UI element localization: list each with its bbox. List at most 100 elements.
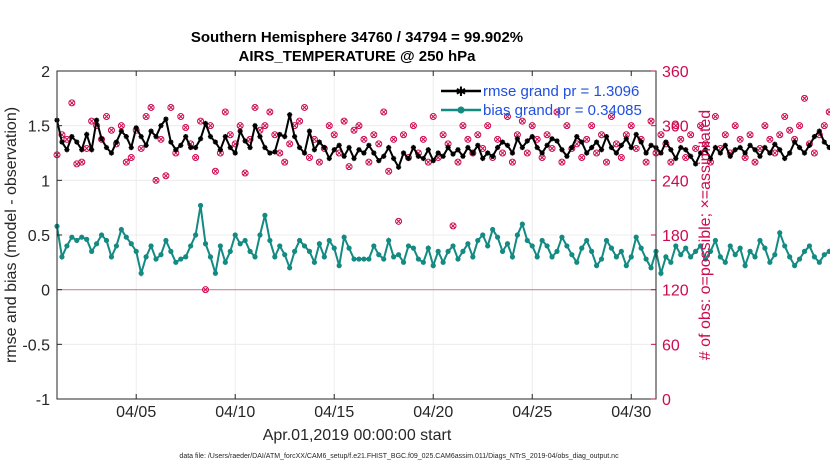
obs-assimilated-point	[801, 95, 808, 101]
bias-point	[237, 241, 243, 247]
obs-possible-point	[721, 131, 729, 139]
obs-possible-point	[766, 135, 774, 143]
bias-point	[450, 243, 456, 249]
bias-point	[465, 241, 471, 247]
rmse-point	[430, 158, 436, 164]
obs-assimilated-point	[752, 159, 758, 165]
obs-possible-point	[657, 131, 665, 139]
rmse-point	[351, 155, 357, 162]
bias-point	[108, 254, 115, 260]
bias-point	[485, 243, 491, 249]
obs-possible-point	[315, 158, 323, 166]
obs-possible-point	[296, 117, 304, 125]
obs-assimilated-point	[128, 155, 134, 161]
obs-assimilated-point	[707, 159, 714, 165]
rmse-point	[395, 164, 402, 170]
rmse-point	[311, 147, 318, 153]
obs-assimilated-point	[683, 155, 689, 161]
obs-possible-point	[632, 144, 640, 152]
rmse-point	[94, 117, 100, 123]
obs-assimilated-point	[198, 118, 204, 124]
bias-point	[683, 245, 689, 251]
rmse-point	[490, 153, 496, 159]
rmse-point	[693, 161, 699, 167]
x-tick-label: 04/15	[314, 404, 354, 421]
rmse-point	[331, 147, 337, 153]
obs-assimilated-point	[460, 123, 466, 129]
rmse-point	[98, 136, 105, 142]
obs-possible-point	[122, 158, 130, 166]
obs-possible-point	[746, 131, 754, 139]
bias-point	[79, 234, 85, 240]
obs-assimilated-point	[64, 136, 70, 142]
y-tick-label: 1.5	[28, 119, 50, 136]
obs-possible-point	[385, 167, 393, 175]
bias-point	[118, 226, 124, 233]
bias-point	[381, 256, 387, 262]
bias-point	[410, 245, 417, 251]
obs-possible-point	[429, 113, 437, 121]
obs-possible-point	[801, 94, 809, 102]
obs-assimilated-point	[673, 123, 679, 129]
rmse-point	[658, 150, 664, 156]
data-file-footnote: data file: /Users/raeder/DAI/ATM_forcXX/…	[179, 453, 619, 460]
y-tick-label: -0.5	[22, 337, 50, 354]
obs-assimilated-point	[554, 109, 560, 115]
obs-assimilated-point	[519, 118, 525, 124]
obs-assimilated-point	[212, 168, 218, 174]
obs-possible-point	[261, 122, 269, 130]
bias-point	[173, 259, 179, 265]
rmse-point	[257, 134, 263, 140]
obs-possible-point	[607, 113, 615, 121]
obs-assimilated-point	[584, 136, 590, 142]
bias-point	[405, 243, 412, 249]
obs-assimilated-point	[108, 127, 115, 133]
obs-assimilated-point	[103, 114, 110, 120]
rmse-point	[598, 147, 605, 153]
obs-assimilated-point	[386, 168, 392, 174]
rmse-point	[821, 139, 827, 145]
y-tick-label: 0	[41, 283, 50, 300]
y-right-tick-label: 240	[662, 173, 689, 190]
rmse-point	[737, 144, 743, 151]
bias-point	[762, 245, 768, 251]
rmse-point	[84, 131, 90, 138]
obs-possible-point	[692, 144, 700, 152]
obs-assimilated-point	[732, 123, 738, 129]
bias-point	[539, 237, 545, 244]
rmse-point	[589, 144, 595, 151]
obs-possible-point	[137, 144, 145, 152]
obs-assimilated-point	[539, 155, 545, 161]
obs-assimilated-point	[84, 145, 90, 151]
rmse-point	[648, 142, 654, 148]
bias-point	[712, 237, 719, 244]
rmse-point	[742, 150, 748, 156]
rmse-point	[336, 142, 342, 148]
obs-assimilated-point	[702, 141, 709, 147]
obs-possible-point	[152, 176, 160, 184]
bias-point	[158, 252, 164, 258]
obs-assimilated-point	[282, 159, 288, 165]
rmse-point	[207, 134, 214, 140]
rmse-point	[222, 134, 228, 140]
obs-possible-point	[588, 122, 596, 130]
bias-point	[356, 256, 362, 262]
rmse-point	[747, 142, 753, 148]
rmse-point	[460, 153, 466, 159]
bias-point	[391, 254, 397, 260]
obs-possible-point	[360, 135, 368, 143]
bias-point	[168, 248, 174, 254]
bias-point	[400, 259, 407, 265]
obs-assimilated-point	[564, 123, 570, 129]
obs-possible-point	[395, 217, 403, 225]
obs-assimilated-point	[267, 109, 273, 115]
obs-assimilated-point	[371, 132, 377, 138]
rmse-point	[193, 144, 199, 151]
obs-assimilated-point	[123, 159, 129, 165]
bias-point	[737, 245, 743, 251]
bias-point	[678, 252, 684, 258]
rmse-point	[272, 149, 278, 155]
y-axis-label: rmse and bias (model - observation)	[3, 107, 20, 363]
bias-point	[425, 245, 431, 251]
obs-assimilated-point	[524, 150, 530, 156]
